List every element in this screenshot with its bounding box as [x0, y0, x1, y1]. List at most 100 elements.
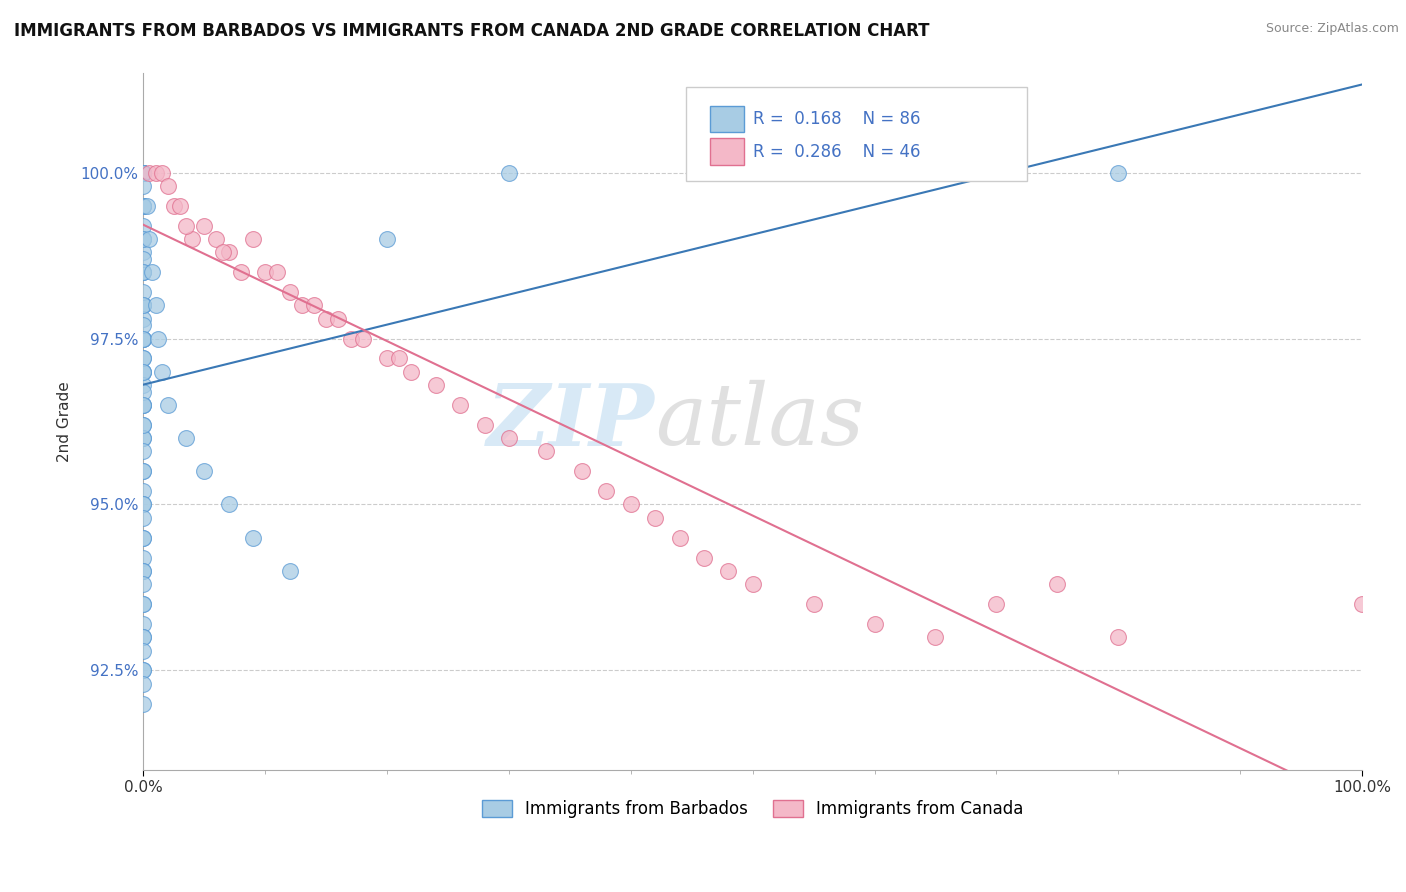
Point [132, 510, 155, 524]
Point [291, 298, 314, 312]
Point [132, 165, 155, 179]
Point [315, 311, 337, 326]
Point [132, 498, 155, 512]
Point [150, 365, 173, 379]
Point [132, 298, 155, 312]
Point [132, 285, 155, 299]
Point [132, 564, 155, 578]
Text: IMMIGRANTS FROM BARBADOS VS IMMIGRANTS FROM CANADA 2ND GRADE CORRELATION CHART: IMMIGRANTS FROM BARBADOS VS IMMIGRANTS F… [14, 22, 929, 40]
Point [145, 298, 167, 312]
Point [218, 498, 240, 512]
Point [136, 199, 159, 213]
Point [193, 219, 215, 233]
Point [132, 444, 155, 458]
Point [211, 245, 233, 260]
Point [132, 564, 155, 578]
Point [132, 331, 155, 345]
Point [339, 331, 361, 345]
Point [534, 444, 557, 458]
Legend: Immigrants from Barbados, Immigrants from Canada: Immigrants from Barbados, Immigrants fro… [475, 793, 1031, 824]
Point [132, 165, 155, 179]
Point [693, 550, 716, 565]
Point [375, 351, 398, 366]
Point [132, 265, 155, 279]
Point [1046, 577, 1069, 591]
Point [229, 265, 252, 279]
Point [138, 232, 160, 246]
Point [156, 398, 179, 412]
Point [132, 331, 155, 345]
Point [181, 232, 204, 246]
Point [132, 219, 155, 233]
Point [132, 265, 155, 279]
Point [132, 365, 155, 379]
Point [375, 232, 398, 246]
Y-axis label: 2nd Grade: 2nd Grade [58, 381, 72, 462]
Point [132, 630, 155, 644]
Point [668, 531, 690, 545]
Point [132, 664, 155, 678]
Point [132, 165, 155, 179]
Point [132, 417, 155, 432]
Point [717, 564, 740, 578]
Point [132, 199, 155, 213]
Point [328, 311, 350, 326]
Point [132, 676, 155, 690]
Point [266, 265, 288, 279]
Text: R =  0.286    N = 46: R = 0.286 N = 46 [752, 143, 920, 161]
Point [132, 245, 155, 260]
Point [620, 498, 643, 512]
Point [132, 365, 155, 379]
Point [803, 597, 825, 611]
FancyBboxPatch shape [710, 138, 744, 165]
Point [132, 165, 155, 179]
Point [571, 464, 593, 478]
Point [132, 630, 155, 644]
Point [132, 384, 155, 399]
Point [242, 232, 264, 246]
Point [132, 199, 155, 213]
Point [132, 597, 155, 611]
Point [132, 298, 155, 312]
FancyBboxPatch shape [710, 106, 744, 132]
Point [132, 464, 155, 478]
Point [132, 398, 155, 412]
Point [1351, 597, 1374, 611]
Point [132, 165, 155, 179]
Point [132, 697, 155, 711]
Point [132, 199, 155, 213]
Point [863, 617, 886, 632]
Point [498, 165, 520, 179]
Point [132, 298, 155, 312]
Text: R =  0.168    N = 86: R = 0.168 N = 86 [752, 110, 920, 128]
Point [449, 398, 471, 412]
Point [132, 351, 155, 366]
Point [132, 398, 155, 412]
Text: atlas: atlas [655, 380, 865, 463]
Point [132, 643, 155, 657]
Point [132, 178, 155, 193]
Point [141, 265, 163, 279]
Point [644, 510, 666, 524]
Point [132, 365, 155, 379]
Point [132, 431, 155, 445]
Point [388, 351, 411, 366]
Point [132, 597, 155, 611]
Point [132, 165, 155, 179]
Point [132, 398, 155, 412]
Point [924, 630, 946, 644]
Point [138, 165, 160, 179]
Point [132, 484, 155, 499]
Point [132, 431, 155, 445]
Point [132, 298, 155, 312]
Point [163, 199, 186, 213]
Point [352, 331, 374, 345]
Text: ZIP: ZIP [488, 380, 655, 463]
Point [132, 531, 155, 545]
Point [132, 165, 155, 179]
Point [150, 165, 173, 179]
Point [803, 165, 825, 179]
Point [498, 431, 520, 445]
Point [132, 617, 155, 632]
Point [986, 597, 1008, 611]
